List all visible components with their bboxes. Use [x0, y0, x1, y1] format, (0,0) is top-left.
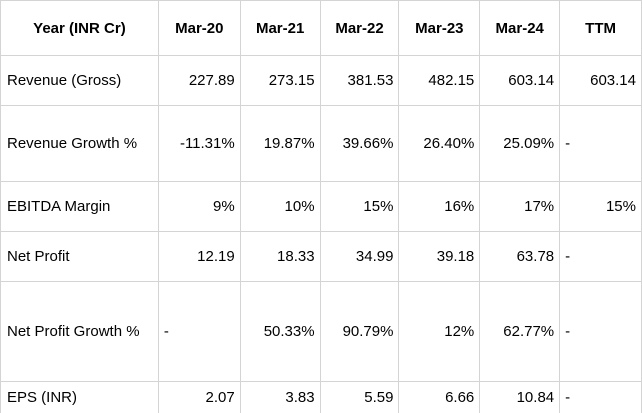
- value-cell[interactable]: -: [157, 281, 241, 382]
- table-row: EPS (INR) 2.07 3.83 5.59 6.66 10.84-: [0, 381, 642, 413]
- row-label-cell[interactable]: Revenue (Gross): [0, 55, 159, 106]
- table-row: EBITDA Margin 9% 10% 15% 16% 17% 15%: [0, 181, 642, 232]
- value-cell[interactable]: 603.14: [559, 55, 642, 106]
- header-cell-mar-22[interactable]: Mar-22: [319, 0, 400, 56]
- value-cell[interactable]: 482.15: [398, 55, 481, 106]
- value-cell[interactable]: 12%: [398, 281, 481, 382]
- value-cell[interactable]: 2.07: [157, 381, 241, 413]
- value-cell[interactable]: 19.87%: [239, 105, 321, 182]
- value-cell[interactable]: 10.84: [479, 381, 561, 413]
- table-row: Revenue Growth % -11.31% 19.87% 39.66% 26.40…: [0, 105, 642, 182]
- value-cell[interactable]: 34.99: [319, 231, 400, 282]
- value-cell[interactable]: 603.14: [479, 55, 561, 106]
- value-cell[interactable]: 9%: [157, 181, 241, 232]
- value-cell[interactable]: 381.53: [319, 55, 400, 106]
- value-cell[interactable]: 17%: [479, 181, 561, 232]
- value-cell[interactable]: 25.09%: [479, 105, 561, 182]
- value-cell[interactable]: -: [559, 381, 642, 413]
- value-cell[interactable]: 18.33: [239, 231, 321, 282]
- value-cell[interactable]: -: [559, 281, 642, 382]
- value-cell[interactable]: 15%: [319, 181, 400, 232]
- value-cell[interactable]: 90.79%: [319, 281, 400, 382]
- value-cell[interactable]: 15%: [559, 181, 642, 232]
- row-label-cell[interactable]: EPS (INR): [0, 381, 159, 413]
- value-cell[interactable]: 5.59: [319, 381, 400, 413]
- value-cell[interactable]: 10%: [239, 181, 321, 232]
- header-row: Year (INR Cr) Mar-20 Mar-21 Mar-22 Mar-2…: [0, 0, 642, 56]
- row-label-cell[interactable]: EBITDA Margin: [0, 181, 159, 232]
- value-cell[interactable]: 3.83: [239, 381, 321, 413]
- header-cell-mar-23[interactable]: Mar-23: [398, 0, 481, 56]
- table-row: Revenue (Gross) 227.89 273.15 381.53 482.15 6…: [0, 55, 642, 106]
- header-cell-year[interactable]: Year (INR Cr): [0, 0, 159, 56]
- value-cell[interactable]: 50.33%: [239, 281, 321, 382]
- header-cell-mar-20[interactable]: Mar-20: [157, 0, 241, 56]
- value-cell[interactable]: 26.40%: [398, 105, 481, 182]
- value-cell[interactable]: 12.19: [157, 231, 241, 282]
- table-row: Net Profit Growth % -50.33% 90.79% 12% 62.77…: [0, 281, 642, 382]
- header-cell-mar-24[interactable]: Mar-24: [479, 0, 561, 56]
- row-label-cell[interactable]: Net Profit: [0, 231, 159, 282]
- row-label-cell[interactable]: Net Profit Growth %: [0, 281, 159, 382]
- value-cell[interactable]: 6.66: [398, 381, 481, 413]
- value-cell[interactable]: 63.78: [479, 231, 561, 282]
- table-row: Net Profit 12.19 18.33 34.99 39.18 63.78-: [0, 231, 642, 282]
- value-cell[interactable]: 16%: [398, 181, 481, 232]
- value-cell[interactable]: 39.66%: [319, 105, 400, 182]
- header-cell-ttm[interactable]: TTM: [559, 0, 642, 56]
- row-label-cell[interactable]: Revenue Growth %: [0, 105, 159, 182]
- header-cell-mar-21[interactable]: Mar-21: [239, 0, 321, 56]
- value-cell[interactable]: 39.18: [398, 231, 481, 282]
- value-cell[interactable]: 227.89: [157, 55, 241, 106]
- value-cell[interactable]: -: [559, 231, 642, 282]
- value-cell[interactable]: -11.31%: [157, 105, 241, 182]
- value-cell[interactable]: 62.77%: [479, 281, 561, 382]
- value-cell[interactable]: 273.15: [239, 55, 321, 106]
- value-cell[interactable]: -: [559, 105, 642, 182]
